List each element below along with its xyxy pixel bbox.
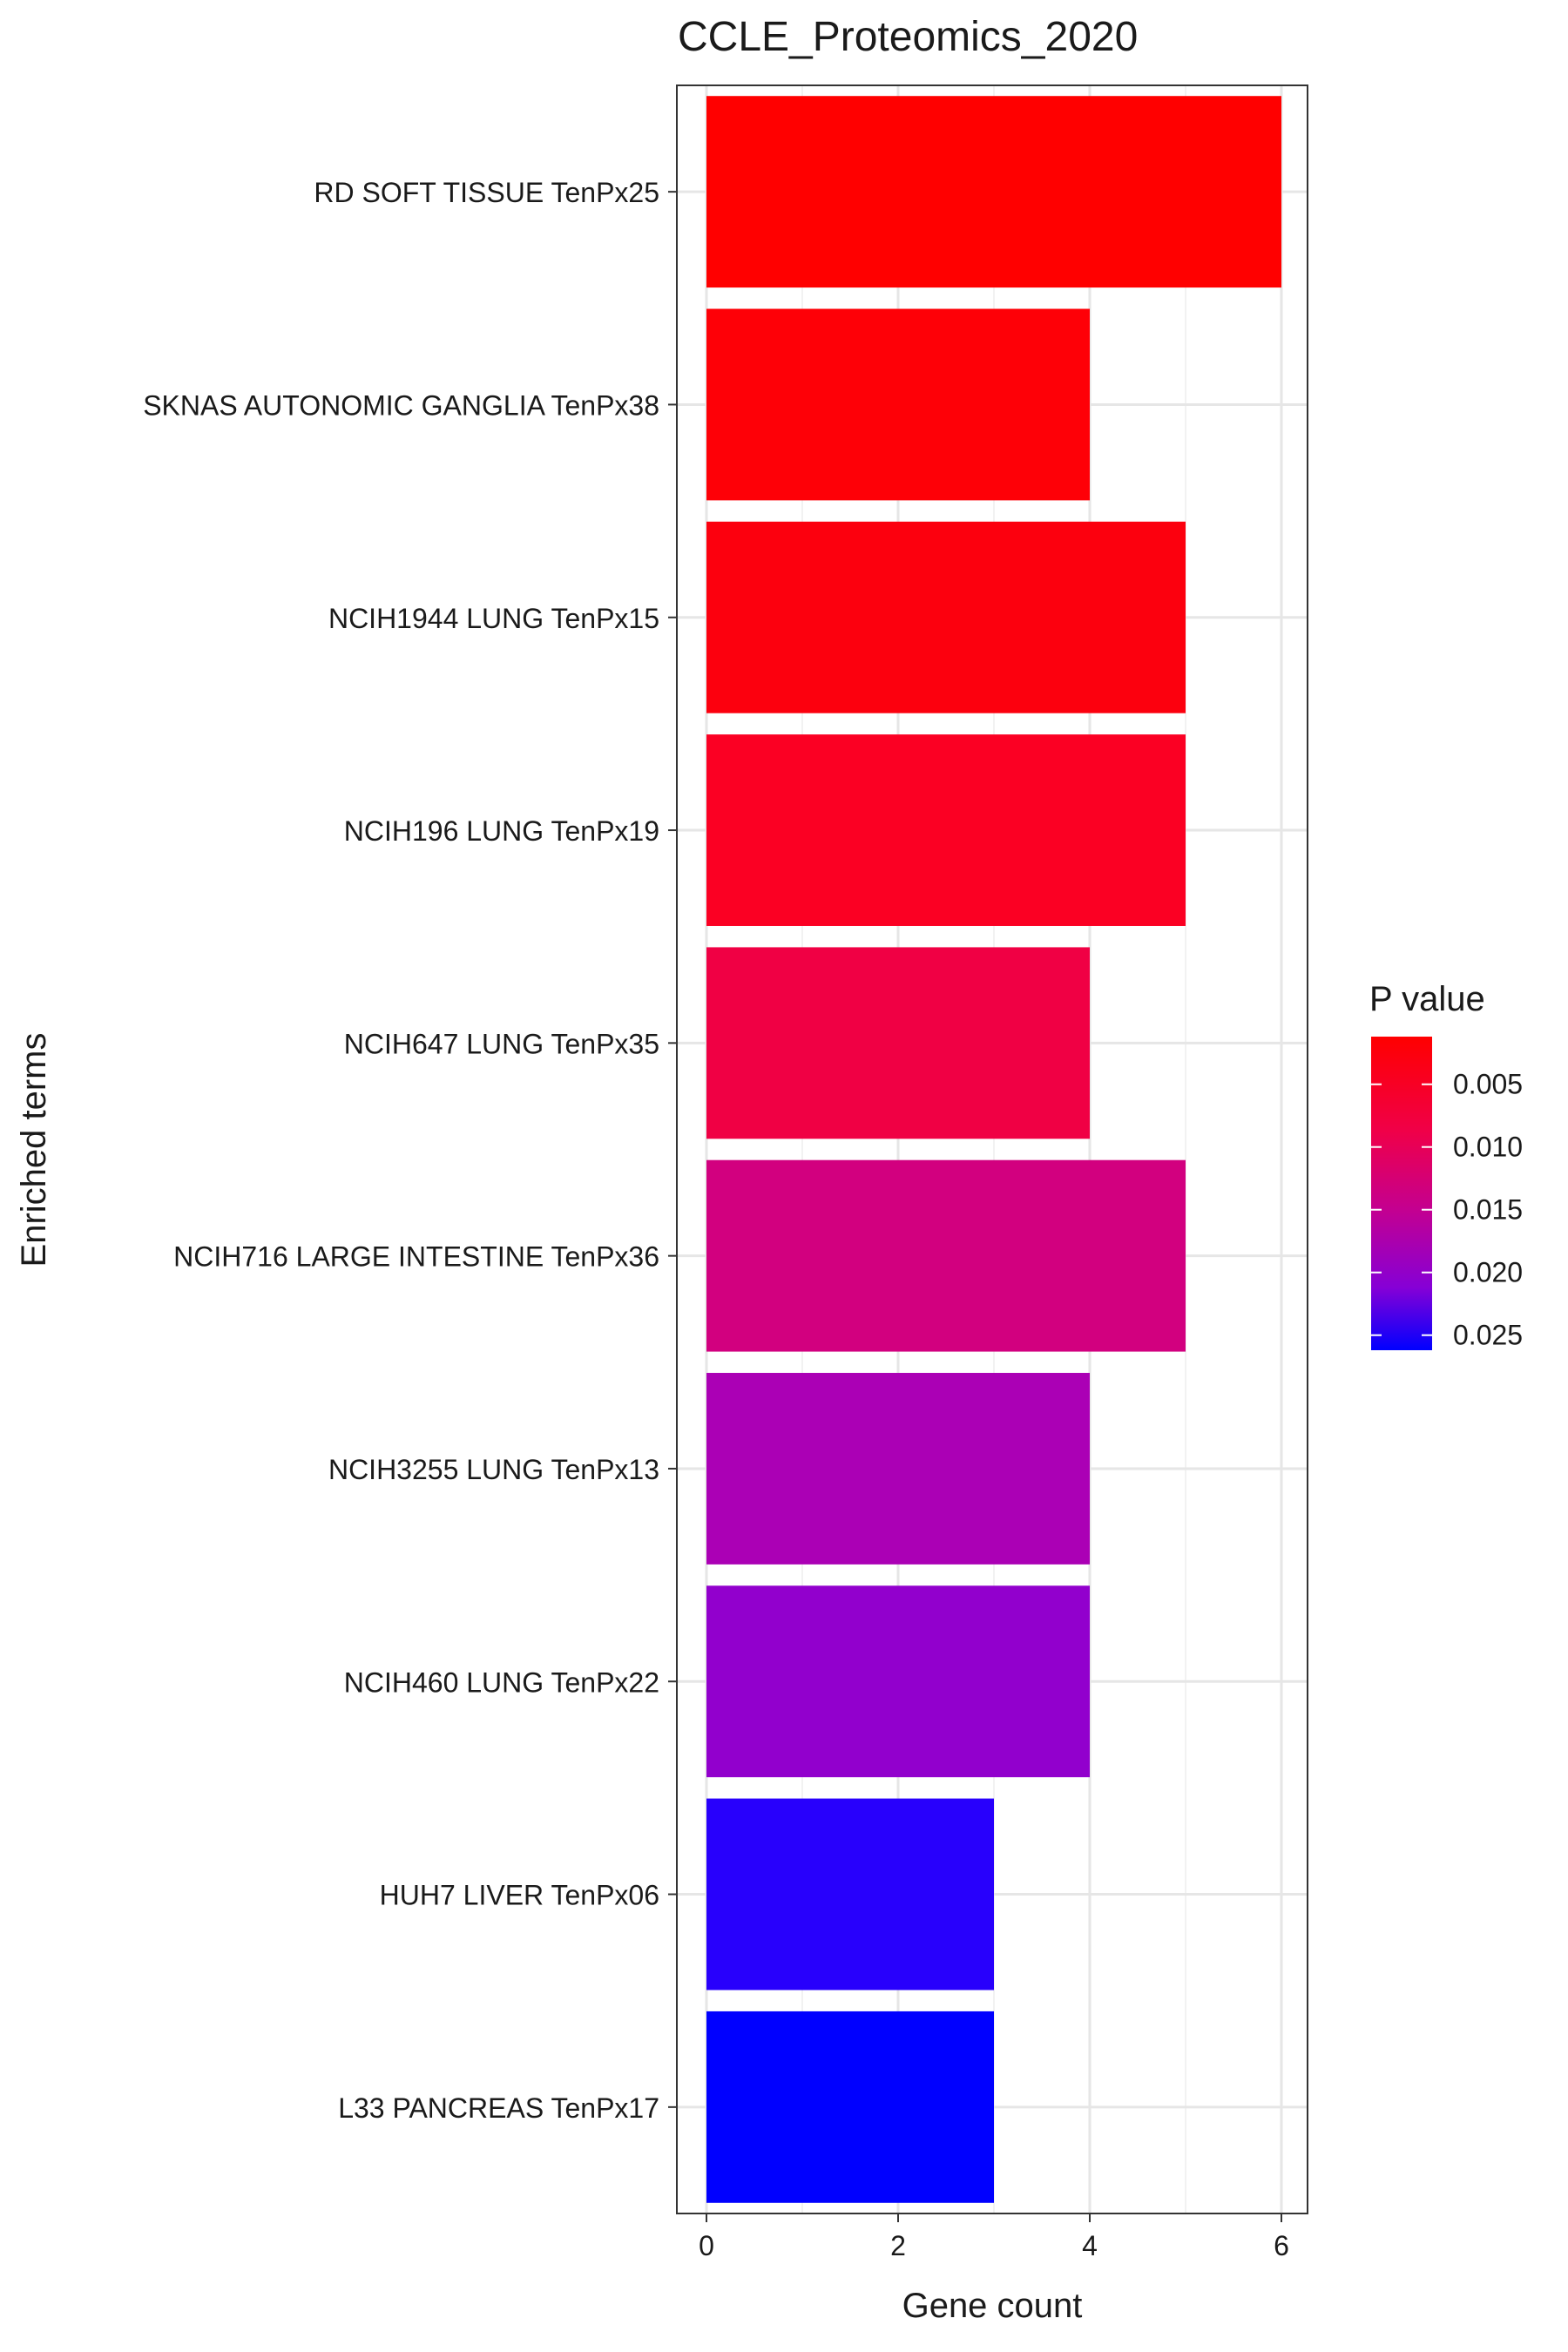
bar	[706, 1585, 1090, 1778]
y-tick-label: NCIH3255 LUNG TenPx13	[328, 1454, 659, 1485]
legend-title: P value	[1369, 980, 1485, 1018]
legend-tick-label: 0.010	[1453, 1132, 1523, 1163]
y-tick-label: L33 PANCREAS TenPx17	[338, 2092, 659, 2124]
bar	[706, 2011, 994, 2203]
y-tick-label: HUH7 LIVER TenPx06	[380, 1880, 659, 1911]
legend-tick-label: 0.025	[1453, 1320, 1523, 1351]
bar	[706, 1159, 1186, 1352]
y-tick-label: NCIH1944 LUNG TenPx15	[328, 603, 659, 634]
bar	[706, 1798, 994, 1990]
bars	[706, 96, 1281, 2203]
legend-tick-label: 0.005	[1453, 1069, 1523, 1100]
y-tick-label: SKNAS AUTONOMIC GANGLIA TenPx38	[143, 389, 659, 421]
legend-colorbar	[1371, 1037, 1432, 1350]
x-tick-label: 6	[1274, 2230, 1289, 2261]
legend-tick-label: 0.015	[1453, 1194, 1523, 1226]
legend: P value 0.005 0.010 0.015 0.020 0.025	[1369, 980, 1523, 1351]
bar	[706, 521, 1186, 713]
chart-title: CCLE_Proteomics_2020	[678, 14, 1138, 60]
x-axis-label: Gene count	[902, 2287, 1083, 2325]
y-tick-label: NCIH460 LUNG TenPx22	[344, 1666, 659, 1698]
bar	[706, 734, 1186, 926]
x-axis: 0 2 4 6	[699, 2213, 1289, 2261]
x-tick-label: 0	[699, 2230, 714, 2261]
y-tick-label: RD SOFT TISSUE TenPx25	[314, 177, 659, 208]
bar	[706, 1373, 1090, 1565]
y-tick-label: NCIH716 LARGE INTESTINE TenPx36	[173, 1241, 659, 1273]
y-axis-label: Enriched terms	[15, 1033, 53, 1267]
plot-panel-border	[676, 84, 1308, 2214]
x-tick-label: 4	[1082, 2230, 1098, 2261]
bar	[706, 308, 1090, 501]
bar	[706, 96, 1281, 288]
bar	[706, 947, 1090, 1139]
y-tick-label: NCIH647 LUNG TenPx35	[344, 1028, 659, 1059]
y-axis: RD SOFT TISSUE TenPx25 SKNAS AUTONOMIC GA…	[143, 177, 677, 2124]
y-tick-label: NCIH196 LUNG TenPx19	[344, 815, 659, 847]
legend-tick-label: 0.020	[1453, 1257, 1523, 1288]
x-tick-label: 2	[890, 2230, 906, 2261]
legend-ticks: 0.005 0.010 0.015 0.020 0.025	[1371, 1069, 1523, 1351]
